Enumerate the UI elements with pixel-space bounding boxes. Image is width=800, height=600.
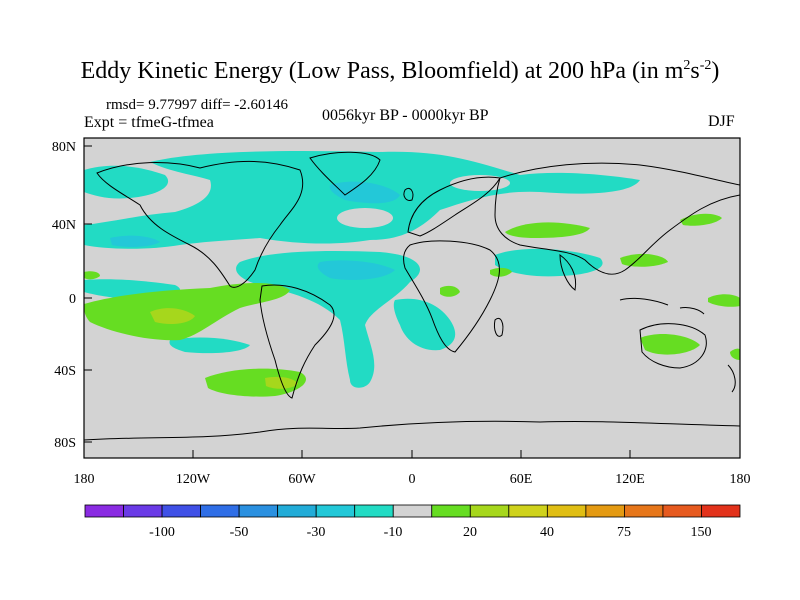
coastline-uk	[403, 187, 414, 201]
title-text: Eddy Kinetic Energy (Low Pass, Bloomfiel…	[80, 58, 684, 84]
title-superscript-1: 2	[683, 58, 691, 73]
anomaly-negative-core-atlantic	[317, 260, 395, 280]
coastline-south-america	[259, 284, 335, 399]
colorbar-box-14	[624, 504, 664, 518]
colorbar-box-8	[392, 504, 433, 518]
latitude-ticks	[84, 145, 92, 443]
lon-label-60e: 60E	[510, 472, 533, 487]
colorbar-label-150: 150	[691, 525, 712, 540]
anomaly-negative-core-pacific	[110, 235, 160, 247]
lon-label-180w: 180	[74, 472, 95, 487]
lat-label-80n: 80N	[52, 140, 76, 155]
colorbar-box-11	[508, 504, 548, 518]
field-hole-europe	[450, 175, 510, 191]
colorbar-box-15	[662, 504, 702, 518]
coastline-india	[559, 254, 577, 291]
coastline-asia	[494, 162, 740, 275]
anomaly-positive-north-africa	[490, 267, 512, 277]
title-superscript-2: -2	[699, 58, 712, 73]
longitude-ticks	[83, 450, 741, 458]
lon-label-120e: 120E	[615, 472, 645, 487]
title-text-end: )	[711, 58, 720, 84]
colorbar-box-1	[123, 504, 163, 518]
shaded-anomaly-field	[84, 151, 740, 441]
colorbar	[84, 504, 741, 518]
colorbar-label-neg50: -50	[230, 525, 249, 540]
period-label: 0056kyr BP - 0000kyr BP	[322, 107, 489, 124]
coastline-antarctica	[84, 420, 740, 441]
lat-label-0: 0	[69, 292, 76, 307]
colorbar-box-6	[315, 504, 356, 518]
colorbar-box-3	[200, 504, 240, 518]
colorbar-box-7	[354, 504, 394, 518]
latitude-labels: 80N 40N 0 40S 80S	[52, 140, 76, 451]
anomaly-negative-core-labrador	[329, 181, 400, 204]
colorbar-label-neg30: -30	[307, 525, 326, 540]
lon-label-0: 0	[409, 472, 416, 487]
anomaly-positive-core-pacific	[150, 308, 195, 324]
anomaly-negative-south-pacific	[169, 337, 250, 354]
coastline-new-zealand	[727, 364, 736, 393]
lon-label-180e: 180	[730, 472, 751, 487]
continent-outlines	[84, 151, 740, 441]
colorbar-label-40: 40	[540, 525, 554, 540]
coastline-greenland	[309, 151, 381, 196]
anomaly-positive-southern-ocean	[205, 368, 306, 397]
colorbar-box-13	[585, 504, 625, 518]
coastline-australia	[639, 323, 707, 369]
title-text-mid: s	[690, 58, 700, 84]
anomaly-positive-east-asia	[620, 253, 668, 267]
anomaly-positive-asia	[505, 222, 590, 238]
colorbar-box-10	[469, 504, 510, 518]
anomaly-positive-north-pacific-west	[680, 213, 722, 226]
coastline-indonesia	[619, 297, 705, 315]
longitude-labels: 180 120W 60W 0 60E 120E 180	[74, 472, 751, 487]
colorbar-box-0	[84, 504, 124, 518]
lon-label-60w: 60W	[288, 472, 316, 487]
colorbar-label-neg100: -100	[149, 525, 175, 540]
anomaly-positive-africa	[440, 285, 460, 297]
map-title: Eddy Kinetic Energy (Low Pass, Bloomfiel…	[0, 58, 800, 85]
colorbar-label-20: 20	[463, 525, 477, 540]
lat-label-40s: 40S	[54, 364, 76, 379]
coastline-madagascar	[494, 317, 504, 337]
colorbar-box-2	[161, 504, 201, 518]
field-hole-north-atlantic	[337, 208, 393, 228]
coastline-north-america	[96, 160, 304, 288]
colorbar-labels: -100 -50 -30 -10 20 40 75 150	[149, 525, 711, 540]
season-label: DJF	[708, 113, 735, 130]
anomaly-positive-australia	[640, 334, 700, 355]
colorbar-box-4	[238, 504, 279, 518]
colorbar-label-75: 75	[617, 525, 631, 540]
rmsd-diff-stats: rmsd= 9.77997 diff= -2.60146	[106, 97, 289, 113]
colorbar-box-16	[701, 504, 741, 518]
coastline-africa	[403, 240, 500, 353]
anomaly-positive-east-pacific-south	[708, 294, 740, 307]
colorbar-box-5	[277, 504, 317, 518]
experiment-label: Expt = tfmeG-tfmea	[84, 114, 214, 131]
colorbar-box-12	[546, 504, 587, 518]
colorbar-box-9	[431, 504, 471, 518]
colorbar-label-neg10: -10	[384, 525, 403, 540]
anomaly-positive-arctic	[84, 271, 100, 280]
anomaly-negative-north-pacific	[84, 165, 169, 199]
lon-label-120w: 120W	[176, 472, 211, 487]
anomaly-positive-south-indian	[730, 348, 740, 360]
lat-label-80s: 80S	[54, 436, 76, 451]
lat-label-40n: 40N	[52, 218, 76, 233]
